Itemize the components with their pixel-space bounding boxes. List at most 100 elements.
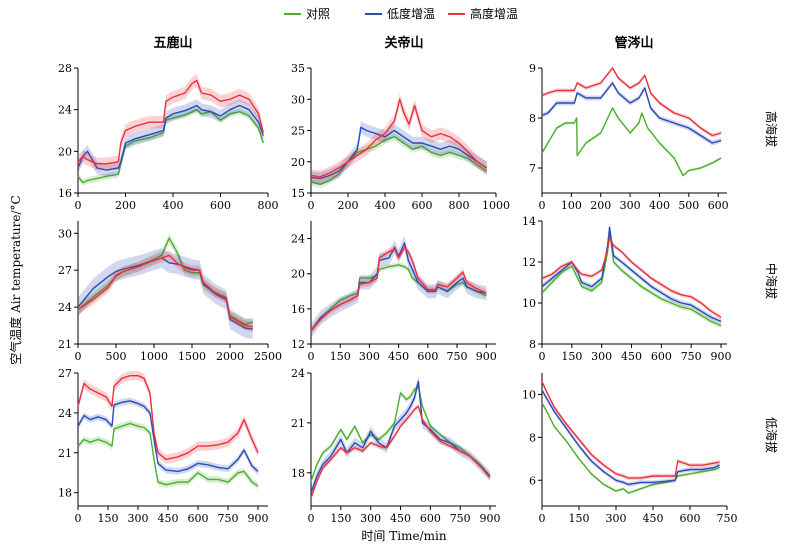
x-tick-label: 200: [338, 199, 359, 212]
x-tick-label: 300: [620, 199, 641, 212]
y-tick-label: 24: [58, 104, 72, 117]
x-tick-label: 150: [98, 512, 119, 525]
series-line: [310, 380, 491, 493]
series-line: [77, 104, 264, 171]
legend-label-control: 对照: [306, 7, 330, 21]
row-label-low: 低海拔: [764, 417, 779, 453]
series-line: [310, 264, 487, 332]
x-tick-label: 0: [308, 512, 315, 525]
series-error-band: [78, 74, 264, 171]
y-tick-label: 6: [529, 474, 536, 487]
x-tick-label: 600: [420, 512, 441, 525]
y-tick-label: 8: [529, 112, 536, 125]
legend: 对照 低度增温 高度增温: [284, 6, 518, 21]
series-line: [310, 405, 491, 498]
y-tick-label: 10: [522, 388, 536, 401]
x-tick-label: 100: [561, 199, 582, 212]
x-tick-label: 450: [621, 350, 642, 363]
y-tick-label: 30: [291, 93, 305, 106]
y-tick-label: 24: [58, 407, 72, 420]
y-tick-label: 24: [58, 301, 72, 314]
column-title-guandishan: 关帝山: [384, 35, 423, 51]
x-tick-label: 750: [447, 350, 468, 363]
x-tick-label: 300: [128, 512, 149, 525]
series-line: [541, 236, 722, 318]
panel-3: 7 8 9 0 100 200 300 400 500 600: [529, 62, 729, 212]
x-tick-label: 750: [681, 350, 702, 363]
x-tick-label: 900: [476, 350, 497, 363]
series-line: [77, 422, 259, 487]
x-tick-label: 1000: [140, 350, 168, 363]
series-line: [541, 82, 722, 144]
x-tick-label: 600: [188, 512, 209, 525]
x-tick-label: 500: [678, 199, 699, 212]
x-tick-label: 300: [360, 512, 381, 525]
series-line: [541, 389, 720, 486]
series-error-band: [311, 93, 487, 183]
series-error-band: [542, 224, 721, 324]
x-tick-label: 450: [390, 512, 411, 525]
y-tick-label: 27: [58, 367, 72, 380]
y-tick-label: 7: [529, 162, 536, 175]
x-tick-label: 150: [561, 350, 582, 363]
x-tick-label: 450: [643, 512, 664, 525]
series-line: [310, 126, 488, 180]
series-line: [541, 381, 720, 479]
x-tick-label: 150: [330, 350, 351, 363]
series-error-band: [78, 248, 253, 340]
y-tick-label: 12: [291, 338, 305, 351]
y-tick-label: 10: [522, 297, 536, 310]
panel-5: 12 16 20 24 0 150 300 450 600 750 900: [291, 221, 497, 363]
x-tick-label: 600: [412, 199, 433, 212]
x-tick-label: 900: [480, 512, 501, 525]
x-tick-label: 600: [417, 350, 438, 363]
series-error-band: [78, 99, 264, 177]
y-tick-label: 20: [58, 145, 72, 158]
series-line: [310, 385, 491, 482]
x-tick-label: 2500: [254, 350, 282, 363]
y-tick-label: 8: [529, 431, 536, 444]
y-tick-label: 27: [58, 264, 72, 277]
column-title-wulushan: 五鹿山: [153, 35, 192, 51]
series-error-band: [311, 133, 487, 188]
x-tick-label: 750: [450, 512, 471, 525]
panel-1: 16 20 24 28 0 200 400 600 800: [58, 62, 279, 212]
series-line: [541, 230, 722, 327]
x-tick-label: 0: [308, 350, 315, 363]
x-tick-label: 0: [539, 199, 546, 212]
panel-6: 8 10 12 14 0 150 300 450 600 750 900: [522, 215, 732, 363]
panel-9: 6 8 10 0 150 300 450 600 750: [522, 373, 738, 525]
series-error-band: [311, 235, 487, 338]
y-tick-label: 35: [291, 62, 305, 75]
series-line: [77, 400, 259, 473]
series-error-band: [542, 80, 722, 146]
x-tick-label: 1500: [178, 350, 206, 363]
y-tick-label: 21: [291, 417, 305, 430]
x-tick-label: 600: [680, 512, 701, 525]
x-tick-label: 500: [106, 350, 127, 363]
x-tick-label: 750: [218, 512, 239, 525]
row-label-mid: 中海拔: [764, 263, 779, 299]
y-tick-label: 21: [58, 447, 72, 460]
x-tick-label: 2000: [216, 350, 244, 363]
x-tick-label: 0: [75, 350, 82, 363]
y-tick-label: 9: [529, 62, 536, 75]
y-tick-label: 21: [58, 338, 72, 351]
series-line: [541, 402, 720, 494]
x-tick-label: 400: [163, 199, 184, 212]
panel-7: 18 21 24 27 0 150 300 450 600 750 900: [58, 367, 269, 525]
y-tick-label: 18: [58, 487, 72, 500]
panel-2: 15 20 25 30 35 0 200 400 600 800 1000: [291, 62, 510, 212]
series-line: [541, 107, 722, 177]
series-error-band: [78, 250, 253, 332]
x-tick-label: 1000: [482, 199, 510, 212]
y-tick-label: 15: [291, 187, 305, 200]
x-tick-label: 800: [449, 199, 470, 212]
y-tick-label: 28: [58, 62, 72, 75]
y-axis-label: 空气温度 Air temperature/°C: [8, 195, 23, 364]
y-tick-label: 30: [58, 227, 72, 240]
x-tick-label: 0: [75, 199, 82, 212]
x-tick-label: 300: [606, 512, 627, 525]
x-tick-label: 150: [569, 512, 590, 525]
